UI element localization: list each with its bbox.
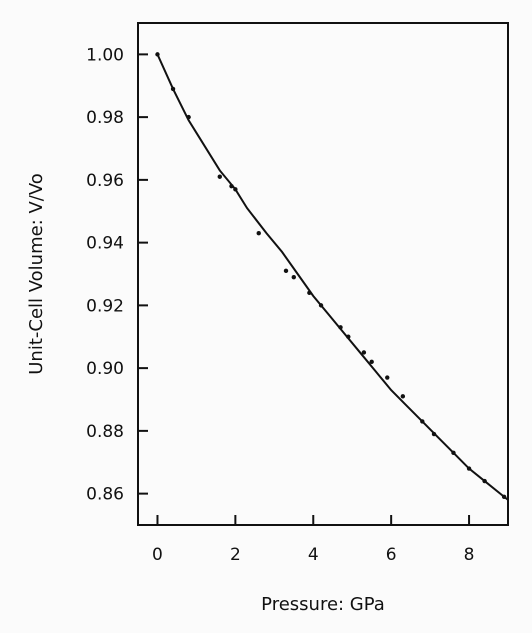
x-axis-label: Pressure: GPa: [261, 594, 385, 615]
data-point: [170, 86, 176, 92]
data-point: [501, 494, 507, 499]
data-point: [229, 183, 234, 189]
y-tick-label: 0.86: [86, 485, 124, 505]
data-point: [482, 478, 487, 484]
data-point: [451, 450, 456, 456]
y-tick-label: 0.88: [86, 422, 124, 442]
data-point: [318, 303, 324, 308]
x-tick-label: 0: [152, 545, 163, 565]
data-point: [338, 325, 343, 330]
data-point: [155, 52, 160, 57]
data-point: [400, 394, 406, 399]
fitted-curve: [156, 53, 509, 501]
y-tick-label: 0.94: [86, 234, 124, 254]
data-point: [431, 431, 437, 437]
data-point: [233, 187, 238, 192]
data-point: [186, 114, 191, 120]
x-axis-ticks: 0 2 4 6 8: [152, 515, 474, 565]
data-point: [420, 419, 425, 424]
y-axis-ticks: 0.86 0.88 0.90 0.92 0.94 0.96 0.98 1.00: [86, 45, 148, 505]
y-tick-label: 0.92: [86, 296, 124, 316]
data-point: [385, 375, 390, 380]
y-tick-label: 1.00: [86, 45, 124, 65]
x-tick-label: 6: [386, 545, 397, 565]
x-tick-label: 4: [308, 545, 319, 565]
data-point: [307, 290, 312, 296]
y-tick-label: 0.96: [86, 171, 124, 191]
data-point: [369, 359, 374, 365]
x-tick-label: 2: [230, 545, 241, 565]
x-tick-label: 8: [464, 545, 475, 565]
data-point: [346, 334, 351, 339]
data-point: [291, 274, 296, 280]
y-tick-label: 0.98: [86, 108, 124, 128]
data-point: [466, 466, 472, 471]
data-point: [256, 231, 261, 236]
data-point: [217, 174, 222, 179]
data-points: [155, 52, 507, 499]
plot-frame: [137, 22, 509, 526]
data-point: [283, 268, 289, 274]
data-point: [361, 350, 367, 355]
y-tick-label: 0.90: [86, 359, 124, 379]
y-axis-label: Unit-Cell Volume: V/Vo: [26, 173, 47, 375]
